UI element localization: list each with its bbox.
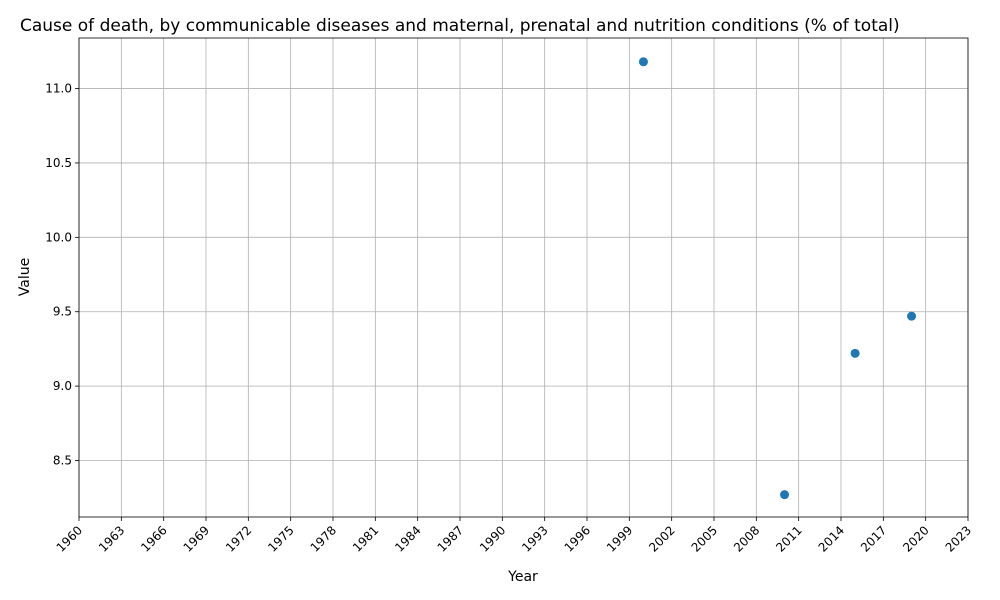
data-point (850, 348, 860, 358)
y-tick-label: 10.0 (45, 230, 72, 244)
x-axis-title: Year (507, 569, 538, 585)
data-point (638, 57, 648, 67)
grid (78, 38, 969, 517)
y-tick-label: 8.5 (53, 453, 72, 467)
data-points (638, 57, 917, 500)
y-tick-label: 11.0 (45, 82, 72, 96)
y-tick-label: 10.5 (45, 156, 72, 170)
y-tick-label: 9.0 (53, 379, 72, 393)
data-point (780, 490, 790, 500)
data-point (907, 311, 917, 321)
y-axis-title: Value (17, 258, 33, 296)
chart-title: Cause of death, by communicable diseases… (20, 16, 900, 36)
y-axis-ticks: 8.5 9.0 9.5 10.0 10.5 11.0 (45, 82, 79, 467)
plot-frame (78, 37, 969, 518)
y-tick-label: 9.5 (53, 305, 72, 319)
